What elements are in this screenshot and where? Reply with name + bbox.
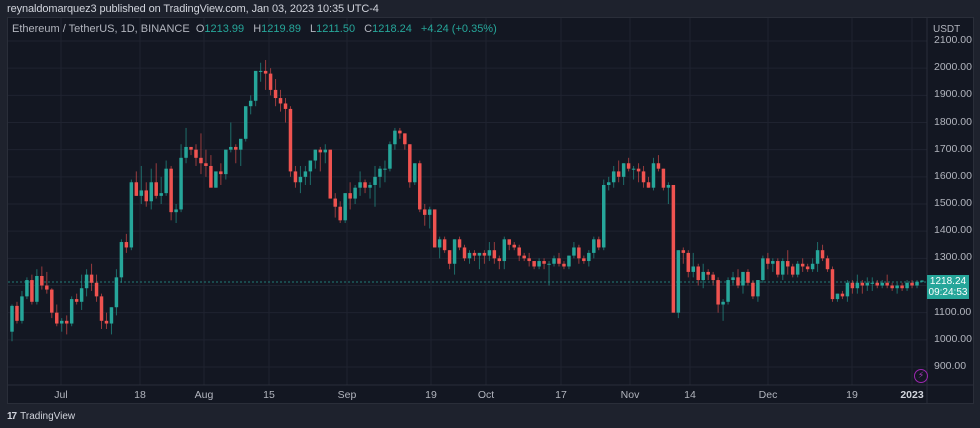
time-tick-label: 15: [263, 389, 275, 401]
price-tick-label: 1700.00: [934, 142, 972, 155]
price-tick-label: 2100.00: [934, 34, 972, 46]
price-tick-label: 1900.00: [934, 88, 972, 101]
time-tick-label: Nov: [620, 389, 640, 401]
bar-countdown: 09:24:53: [928, 287, 968, 298]
price-tick-label: 1800.00: [934, 115, 972, 128]
time-tick-label: 18: [134, 389, 146, 401]
high-label: H: [253, 23, 262, 35]
price-tick-label: 1000.00: [934, 332, 972, 345]
price-tick-label: 1100.00: [934, 305, 972, 318]
high-value: 1219.89: [261, 23, 301, 35]
time-tick-label: 19: [425, 389, 437, 401]
brand-name: TradingView: [20, 411, 76, 422]
ohlc-legend: Ethereum / TetherUS, 1D, BINANCE O1213.9…: [12, 23, 497, 35]
published-byline: reynaldomarquez3 published on TradingVie…: [7, 3, 379, 15]
open-value: 1213.99: [204, 23, 245, 35]
lightning-icon[interactable]: ⚡: [914, 369, 928, 383]
time-tick-label: 14: [684, 389, 696, 401]
price-tick-label: 1400.00: [934, 224, 972, 237]
open-label: O: [195, 23, 205, 35]
time-tick-label: 2023: [900, 389, 924, 401]
currency-label: USDT: [933, 24, 961, 35]
price-tick-label: 1600.00: [934, 169, 972, 182]
time-tick-label: 19: [846, 389, 858, 401]
price-tick-label: 2000.00: [934, 61, 972, 74]
low-value: 1211.50: [316, 23, 356, 35]
change-value: +4.24 (+0.35%): [420, 23, 497, 35]
grid-lines: [8, 18, 927, 385]
price-tick-label: 1300.00: [934, 251, 972, 264]
tradingview-logo-icon: 17: [7, 411, 17, 422]
time-tick-label: Oct: [477, 389, 495, 401]
price-tick-label: 900.00: [934, 360, 967, 372]
time-tick-label: Sep: [337, 389, 357, 401]
last-price-badge: 1218.24 09:24:53: [927, 275, 969, 299]
symbol-title: Ethereum / TetherUS, 1D, BINANCE: [12, 23, 190, 35]
time-tick-label: Aug: [194, 389, 214, 401]
close-label: C: [364, 23, 373, 35]
low-label: L: [310, 23, 317, 35]
last-price-value: 1218.24: [929, 276, 967, 287]
price-tick-label: 1500.00: [934, 197, 972, 209]
close-value: 1218.24: [372, 23, 412, 35]
candles: [10, 60, 924, 342]
time-tick-label: 17: [555, 389, 567, 401]
time-tick-label: Dec: [758, 389, 778, 401]
time-tick-label: Jul: [54, 389, 68, 401]
footer: 17 TradingView: [7, 411, 75, 422]
